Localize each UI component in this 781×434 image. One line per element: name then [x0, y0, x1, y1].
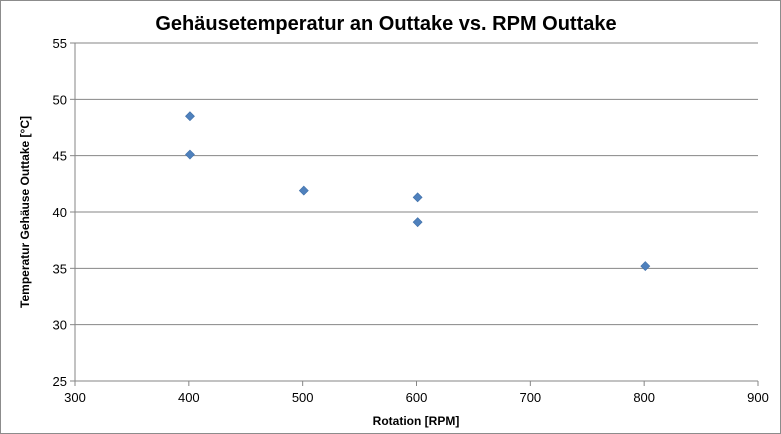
x-tick-label: 800: [633, 390, 655, 405]
y-tick-label: 30: [53, 318, 67, 333]
data-point: [185, 149, 195, 160]
y-tick-label: 55: [53, 36, 67, 51]
data-point: [412, 192, 423, 203]
data-point: [412, 217, 423, 228]
y-tick-label: 25: [53, 374, 67, 389]
chart-title: Gehäusetemperatur an Outtake vs. RPM Out…: [155, 13, 616, 35]
data-point: [185, 111, 195, 122]
y-tick-label: 35: [53, 261, 67, 276]
x-tick-label: 600: [406, 390, 428, 405]
x-tick-label: 500: [292, 390, 314, 405]
x-tick-label: 400: [178, 390, 200, 405]
data-point: [640, 261, 651, 272]
grid-lines: [75, 42, 758, 326]
y-tick-label: 45: [53, 149, 67, 164]
x-tick-labels: 300 400 500 600 700 800 900: [64, 390, 769, 405]
x-axis-label: Rotation [RPM]: [373, 414, 460, 428]
axes: [70, 42, 759, 386]
x-tick-label: 700: [519, 390, 541, 405]
data-points: [185, 111, 651, 272]
data-point: [298, 185, 309, 196]
y-axis-label: Temperatur Gehäuse Outtake [°C]: [18, 116, 32, 308]
y-tick-label: 40: [53, 205, 67, 220]
y-tick-label: 50: [53, 92, 67, 107]
x-tick-label: 900: [747, 390, 769, 405]
x-tick-label: 300: [64, 390, 86, 405]
y-tick-labels: 25 30 35 40 45 50 55: [53, 36, 67, 389]
